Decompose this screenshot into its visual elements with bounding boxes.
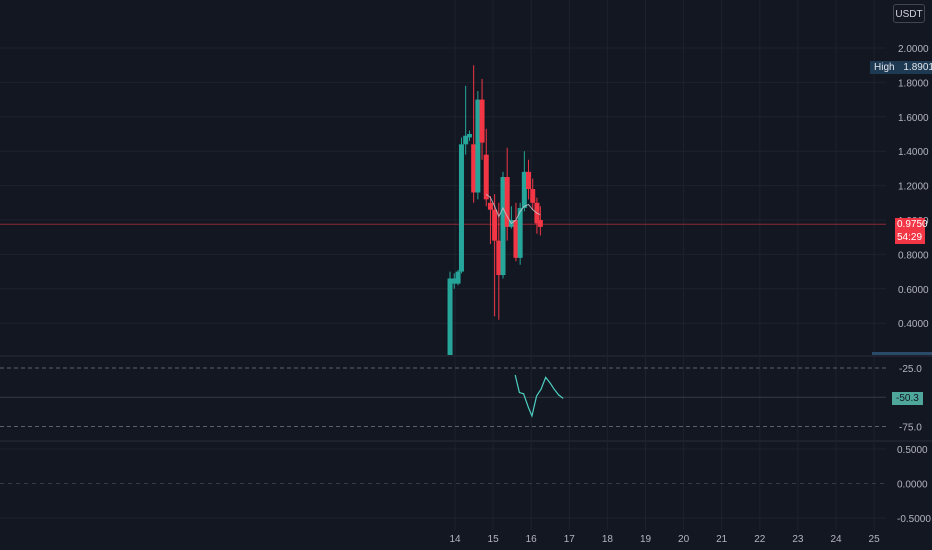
high-label: High [874,62,895,73]
candle-body [483,154,489,200]
candle-body [471,144,477,193]
candle-body [492,209,498,241]
time-tick-label: 22 [754,534,766,545]
candle-body [487,202,493,210]
last-price-value: 0.9750 [897,219,928,230]
candle-body [479,99,485,143]
time-tick-label: 21 [716,534,728,545]
candle-body [496,240,502,276]
time-tick-label: 14 [449,534,461,545]
time-tick-label: 24 [830,534,842,545]
oscillator-tick-label: -25.0 [899,364,922,375]
candle-body [463,135,469,145]
price-tick-label: 1.8000 [898,78,929,89]
candle-body [521,171,527,208]
high-price-badge: High 1.8901 [870,61,932,74]
candle-body [466,134,472,138]
currency-button[interactable]: USDT [893,4,925,23]
candle-body [475,99,481,193]
time-tick-label: 20 [678,534,690,545]
candle-body [526,171,532,190]
price-tick-label: 2.0000 [898,44,929,55]
price-tick-label: 1.2000 [898,182,929,193]
time-tick-label: 25 [869,534,881,545]
time-tick-label: 19 [640,534,652,545]
oscillator-value-badge: -50.3 [892,392,923,405]
time-tick-label: 23 [792,534,804,545]
price-scale-marker [872,352,932,355]
lower-pane-tick-label: 0.0000 [897,480,928,491]
lower-pane-tick-label: -0.5000 [897,514,931,525]
candle-body [447,278,453,355]
countdown-timer: 54:29 [897,232,923,243]
candle-body [513,220,519,258]
price-tick-label: 0.6000 [898,285,929,296]
candle-body [537,220,543,227]
candle-body [455,271,461,284]
price-tick-label: 0.8000 [898,250,929,261]
oscillator-line [514,374,564,418]
high-value: 1.8901 [903,62,932,73]
lower-pane-tick-label: 0.5000 [897,445,928,456]
time-tick-label: 18 [602,534,614,545]
time-tick-label: 16 [526,534,538,545]
oscillator-tick-label: -75.0 [899,423,922,434]
time-tick-label: 17 [564,534,576,545]
price-tick-label: 0.4000 [898,319,929,330]
price-tick-label: 1.4000 [898,147,929,158]
candle-body [458,144,464,272]
last-price-badge: 0.9750 54:29 [895,218,928,244]
candle-body [517,207,523,258]
moving-average-line [485,193,541,225]
candle-body [500,177,506,276]
price-tick-label: 1.6000 [898,113,929,124]
time-tick-label: 15 [488,534,500,545]
candle-body [530,189,536,203]
candle-body [451,278,457,284]
candle-body [504,177,510,227]
